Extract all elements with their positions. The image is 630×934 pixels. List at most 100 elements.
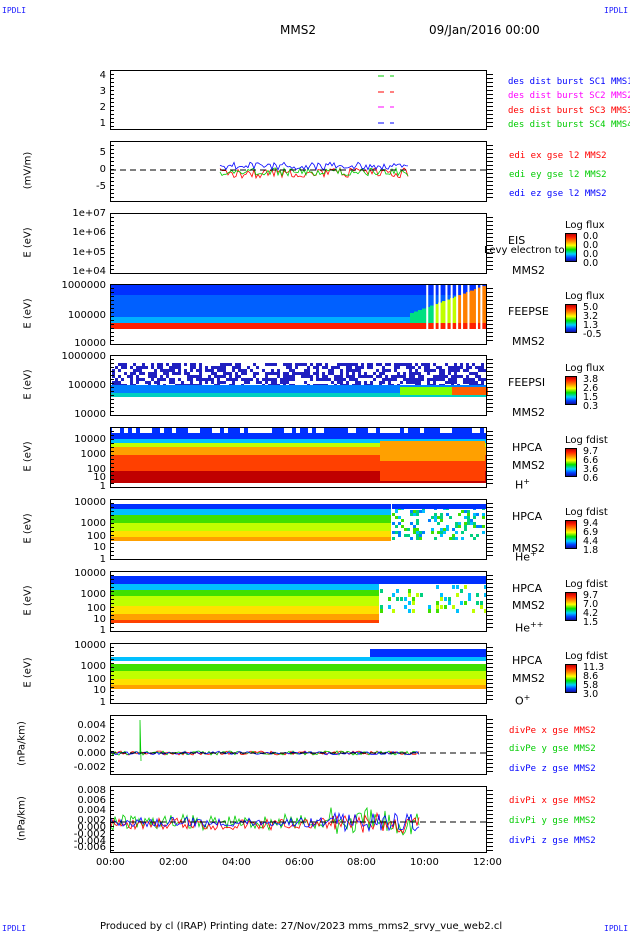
spectrogram-cell [482,286,486,323]
y-tick-mark [110,802,114,803]
spectrogram-cell [136,366,139,369]
y-tick-mark [110,838,114,839]
spectrogram-cell [460,387,464,395]
spectrogram-cell [301,375,304,378]
spectrogram-cell [151,372,154,375]
spectrogram-cell [334,375,337,378]
spectrogram-cell [132,428,136,433]
y-tick-mark [487,727,493,728]
divpi-x-line [110,811,420,835]
y-tick-label: 10 [93,472,106,483]
y-tick-mark [110,197,114,198]
y-tick-mark [110,503,114,504]
spectrogram-cell [433,378,436,381]
spectrogram-cell [358,372,361,375]
y-tick-mark [487,197,493,198]
spectrogram-cell [328,372,331,375]
y-tick-mark [487,193,493,194]
spectrogram-cell [400,597,403,601]
spectrogram-cell [148,372,151,375]
spectrogram-cell [415,369,418,372]
y-tick-mark [110,145,114,146]
colorbar-value: 4.4 [583,536,599,547]
y-tick-mark [487,830,493,831]
colorbar-title: Log fdist [565,651,608,662]
y-tick-mark [110,265,114,266]
spectrogram-cell [334,378,337,381]
spectrogram-cell [115,378,118,381]
y-tick-label: 0.000 [77,748,106,759]
spectrogram-cell [241,369,244,372]
spectrogram-cell [460,589,463,593]
spectrogram-cell [478,375,481,378]
spectrogram-cell [460,375,463,378]
y-tick-mark [110,647,114,648]
spectrogram-cell [472,372,475,375]
spectrogram-cell [223,369,226,372]
spectrogram-cell [139,372,142,375]
y-tick-mark [487,655,493,656]
y-tick-label: 10 [93,542,106,553]
y-axis-label: E (eV) [22,512,34,544]
spectrogram-cell [304,363,307,366]
y-tick-mark [110,723,114,724]
spectrogram-cell [172,378,175,381]
spectrogram-cell [316,378,319,381]
y-tick-mark [110,241,114,242]
spectrogram-cell [127,375,130,378]
spectrogram-cell [289,378,292,381]
y-tick-mark [110,551,114,552]
spectrogram-cell [322,372,325,375]
spectrogram-cell [343,363,346,366]
y-tick-mark [487,834,493,835]
panel-frame-feepsi [110,355,487,416]
spectrogram-cell [476,593,479,597]
y-tick-mark [110,607,114,608]
y-tick-mark [110,759,114,760]
spectrogram-cell [223,381,226,384]
y-tick-label: 100 [86,464,106,475]
spectrogram-cell [208,375,211,378]
spectrogram-cell [190,363,193,366]
y-tick-label: 5 [99,147,106,158]
spectrogram-cell [454,381,457,384]
spectrogram-cell [250,378,253,381]
spectrogram-cell [145,381,148,384]
spectrogram-cell [289,366,292,369]
spectrogram-cell [271,369,274,372]
spectrogram-cell [307,375,310,378]
spectrogram-cell [308,428,312,433]
spectrogram-cell [455,531,458,534]
spectrogram-cell [427,381,430,384]
spectrogram-cell [454,378,457,381]
y-tick-mark [487,619,493,620]
y-tick-label: 0.002 [77,734,106,745]
colorbar-title: Log fdist [565,435,608,446]
y-tick-mark [487,288,493,289]
y-tick-label: 0 [99,164,106,175]
y-tick-mark [487,755,493,756]
spectrogram-cell [416,522,419,525]
spectrogram-cell [406,366,409,369]
y-tick-mark [110,683,114,684]
spectrogram-cell [289,369,292,372]
overlay-text: Levy electron to [484,245,565,256]
spectrogram-cell [457,366,460,369]
spectrogram-cell [408,601,411,605]
spectrogram-band [111,385,486,393]
spectrogram-cell [160,363,163,366]
spectrogram-cell [436,375,439,378]
spectrogram-cell [413,510,416,513]
y-tick-mark [487,850,493,851]
spectrogram-cell [472,363,475,366]
spectrogram-cell [217,366,220,369]
spectrogram-cell [253,363,256,366]
spectrogram-cell [361,363,364,366]
panel-frame-eis [110,213,487,274]
spectrogram-band [111,679,486,685]
spectrogram-cell [240,428,244,433]
y-tick-mark [487,599,493,600]
spectrogram-cell [476,513,479,516]
y-tick-mark [110,86,114,87]
panel-frame-dist [110,70,487,130]
